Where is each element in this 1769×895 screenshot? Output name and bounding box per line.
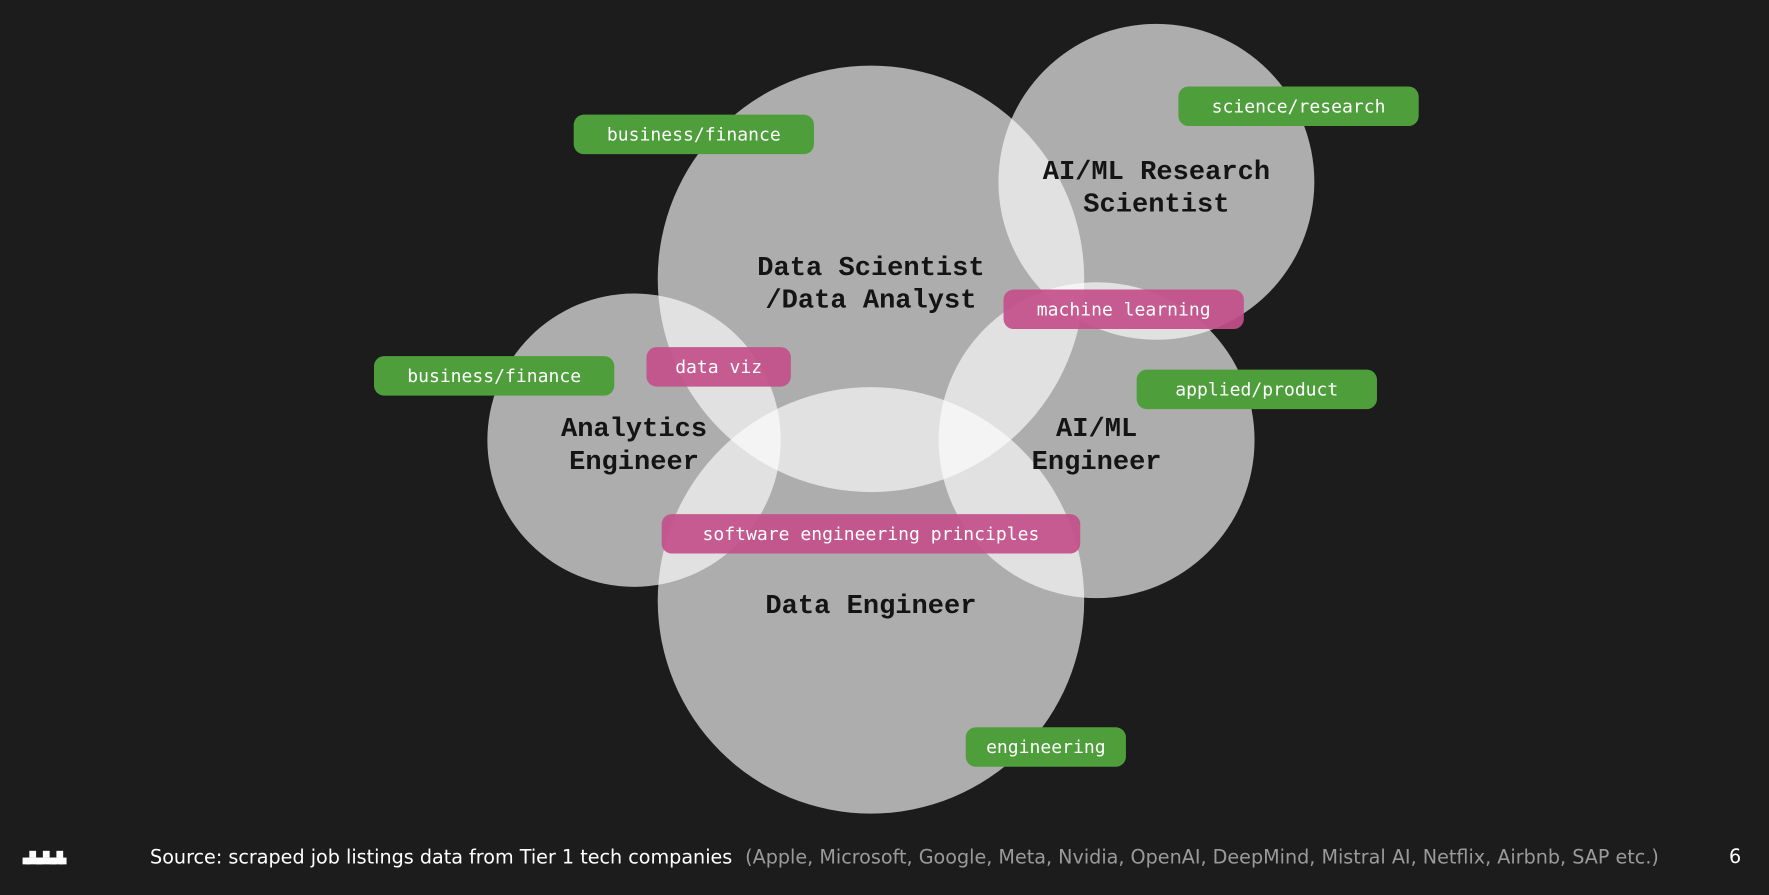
role-label: Data Engineer: [765, 591, 976, 622]
tag-label: applied/product: [1175, 380, 1338, 401]
logo: [22, 850, 67, 865]
role-label: Analytics: [561, 414, 707, 445]
tag-label: business/finance: [607, 125, 781, 146]
companies: (Apple, Microsoft, Google, Meta, Nvidia,…: [745, 845, 1659, 868]
tag-pill: [646, 347, 791, 387]
tag-label: software engineering principles: [703, 524, 1040, 545]
tag-label: science/research: [1212, 96, 1386, 117]
tag-label: data viz: [675, 357, 762, 378]
tag-pill: [573, 114, 814, 155]
tag-pill: [373, 356, 615, 396]
tag-label: machine learning: [1037, 299, 1211, 320]
role-label: Engineer: [1032, 447, 1162, 478]
tag-pill: [1003, 289, 1244, 330]
tag-pill: [1178, 86, 1419, 126]
role-label: Scientist: [1083, 190, 1229, 221]
footer-source: Source: scraped job listings data from T…: [150, 845, 1659, 868]
role-label: AI/ML: [1056, 414, 1137, 445]
role-label: Data Scientist: [757, 253, 984, 284]
source: Source: scraped job listings data from T…: [150, 845, 732, 868]
page-number: 6: [1729, 845, 1741, 868]
role-label: /Data Analyst: [765, 286, 976, 317]
tag-pill: [661, 514, 1081, 554]
tag-pill: [965, 727, 1126, 767]
role-label: Engineer: [569, 447, 699, 478]
tag-label: engineering: [986, 737, 1106, 758]
tag-pill: [1136, 369, 1377, 410]
venn-circle: [657, 387, 1085, 814]
role-label: AI/ML Research: [1043, 157, 1270, 188]
tag-label: business/finance: [407, 366, 581, 387]
